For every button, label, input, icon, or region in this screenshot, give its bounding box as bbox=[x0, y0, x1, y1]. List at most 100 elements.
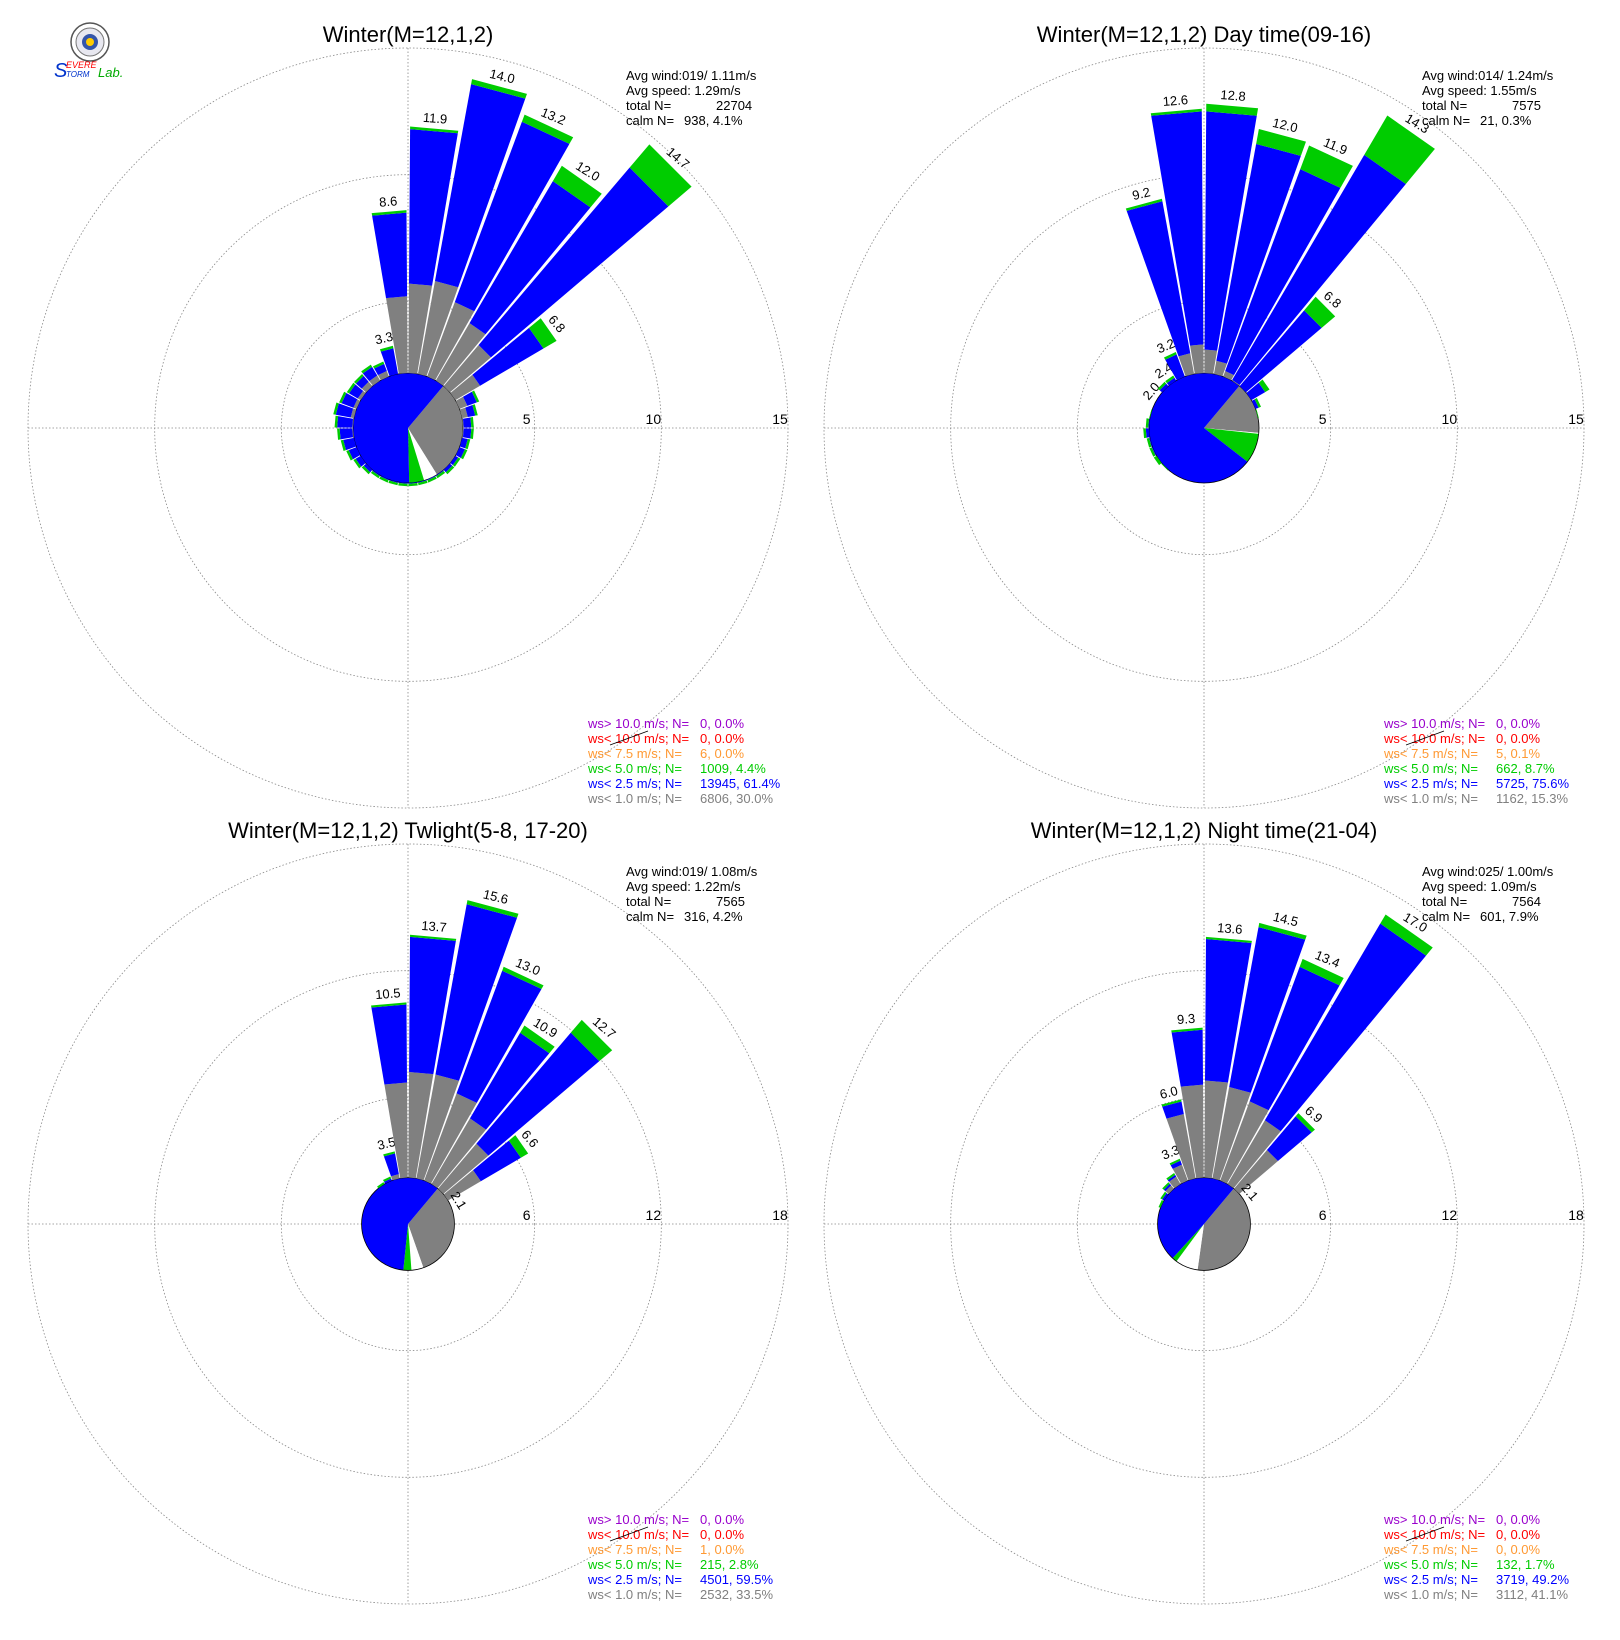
sector-5-label: 13.6 bbox=[1217, 920, 1243, 937]
sector-345-lt1-bar bbox=[1166, 1113, 1196, 1181]
stats-calm-label: calm N= bbox=[626, 909, 674, 924]
stats-total-label: total N= bbox=[1422, 98, 1467, 113]
sector-345-lt5-bar bbox=[379, 345, 394, 352]
sector-335-lt2_5-bar bbox=[1170, 1160, 1182, 1169]
stats-total-value: 7565 bbox=[716, 894, 745, 909]
pie-slice-lt1 bbox=[408, 385, 463, 475]
sector-45-lt5-bar bbox=[1304, 296, 1336, 328]
sector-15-lt1-bar bbox=[416, 1074, 459, 1181]
sector-35-lt1-bar bbox=[1227, 1120, 1281, 1189]
sector-275-lt2_5-bar bbox=[1148, 418, 1150, 428]
sector-315-lt1-bar bbox=[361, 381, 373, 393]
sector-35-lt5-bar bbox=[1380, 914, 1433, 956]
sector-325-lt1-bar bbox=[1169, 1176, 1181, 1189]
grid-ring-1 bbox=[280, 300, 536, 556]
pie-outline bbox=[1148, 372, 1260, 484]
sector-15-label: 14.0 bbox=[488, 66, 516, 86]
legend-label-1: ws> 10.0 m/s; N= bbox=[587, 1512, 689, 1527]
sector-65-lt5-bar bbox=[471, 390, 480, 403]
sector-355-lt5-bar bbox=[1150, 108, 1202, 116]
sector-75-lt2_5-bar bbox=[465, 405, 476, 418]
sector-305-lt5-bar bbox=[1160, 1191, 1167, 1200]
sector-165-lt2_5-bar bbox=[417, 479, 427, 483]
sector-195-lt5-bar bbox=[388, 480, 398, 486]
center-pie bbox=[352, 372, 464, 484]
sector-45-lt2_5-bar bbox=[1239, 310, 1322, 393]
sector-345-label: 6.0 bbox=[1158, 1083, 1179, 1102]
sector-85-lt5-bar bbox=[470, 417, 474, 428]
sector-335-lt2_5-bar bbox=[374, 363, 387, 376]
legend-strike bbox=[1405, 1526, 1445, 1542]
sector-295-lt5-bar bbox=[339, 391, 347, 404]
legend-value-4: 132, 1.7% bbox=[1496, 1557, 1555, 1572]
sector-15-lt2_5-bar bbox=[435, 904, 518, 1081]
pie-slice-calm bbox=[1204, 428, 1259, 434]
sector-225-lt5-bar bbox=[1161, 463, 1169, 471]
ring-label-2: 12 bbox=[1442, 1207, 1458, 1223]
sector-265-lt2_5-bar bbox=[1145, 428, 1150, 438]
pie-slice-lt2_5 bbox=[361, 1177, 438, 1271]
sector-5-lt2_5-bar bbox=[409, 129, 458, 286]
legend-label-1: ws> 10.0 m/s; N= bbox=[1383, 716, 1485, 731]
ring-label-1: 5 bbox=[523, 411, 531, 427]
sector-325-lt5-bar bbox=[377, 1182, 385, 1189]
sector-45-lt5-bar bbox=[570, 1019, 613, 1062]
sector-35-lt5-bar bbox=[520, 1025, 555, 1054]
windrose-panel-4: 6 12 18 Winter(M=12,1,2) Night time(21-04) A… bbox=[823, 818, 1585, 1605]
sector-355-lt5-bar bbox=[371, 1002, 407, 1008]
sector-345-lt5-bar bbox=[1125, 198, 1163, 211]
sector-15-lt2_5-bar bbox=[1216, 143, 1301, 364]
sector-125-lt5-bar bbox=[452, 457, 461, 467]
sector-345-label: 3.3 bbox=[373, 329, 394, 348]
sector-5-label: 12.8 bbox=[1220, 87, 1246, 104]
sector-45-lt1-bar bbox=[443, 345, 491, 393]
sector-155-lt2_5-bar bbox=[427, 475, 436, 481]
sector-15-lt5-bar bbox=[466, 900, 519, 918]
legend-value-3: 0, 0.0% bbox=[1496, 1542, 1541, 1557]
stats-total-label: total N= bbox=[626, 894, 671, 909]
sector-265-lt2_5-bar bbox=[339, 428, 354, 440]
sector-355-lt2_5-bar bbox=[371, 1004, 408, 1085]
sector-15-lt5-bar bbox=[471, 79, 527, 99]
grid-ring-1 bbox=[280, 1096, 536, 1352]
sector-255-lt2_5-bar bbox=[343, 437, 357, 451]
legend-strike bbox=[1405, 730, 1445, 746]
sector-25-lt1-bar bbox=[427, 302, 475, 381]
sector-355-lt2_5-bar bbox=[372, 212, 408, 299]
stats-calm-value: 316, 4.2% bbox=[684, 909, 743, 924]
ring-label-1: 5 bbox=[1319, 411, 1327, 427]
sector-335-lt5-bar bbox=[382, 1176, 392, 1182]
pie-slice-lt2_5 bbox=[353, 372, 444, 483]
logo-letter-s: S bbox=[54, 60, 68, 82]
legend-label-6: ws< 1.0 m/s; N= bbox=[587, 1587, 682, 1602]
sector-85-lt1-bar bbox=[462, 418, 464, 428]
sector-285-lt5-bar bbox=[333, 402, 339, 415]
sector-355-label: 8.6 bbox=[379, 193, 398, 209]
ring-label-1: 6 bbox=[1319, 1207, 1327, 1223]
sector-325-lt5-bar bbox=[361, 364, 373, 374]
legend-label-1: ws> 10.0 m/s; N= bbox=[1383, 1512, 1485, 1527]
sector-155-lt5-bar bbox=[427, 476, 437, 483]
sector-65-lt5-bar bbox=[1254, 397, 1261, 408]
sector-15-lt1-bar bbox=[1213, 360, 1227, 377]
grid-ring-1 bbox=[1076, 1096, 1332, 1352]
sector-55-lt1-bar bbox=[450, 374, 481, 401]
sector-75-lt5-bar bbox=[472, 404, 478, 416]
sector-275-lt1-bar bbox=[352, 418, 354, 428]
sector-25-lt2_5-bar bbox=[1249, 966, 1340, 1111]
stats-avg-speed: Avg speed: 1.22m/s bbox=[626, 879, 741, 894]
sector-135-lt2_5-bar bbox=[443, 463, 453, 473]
sector-325-lt5-bar bbox=[1165, 375, 1175, 384]
sector-185-lt2_5-bar bbox=[398, 482, 408, 484]
legend-value-2: 0, 0.0% bbox=[700, 1527, 745, 1542]
sector-355-label: 10.5 bbox=[375, 985, 401, 1002]
stats-avg-speed: Avg speed: 1.55m/s bbox=[1422, 83, 1537, 98]
sector-195-lt2_5-bar bbox=[389, 479, 399, 483]
sector-45-lt2_5-bar bbox=[478, 167, 669, 358]
sector-5-lt2_5-bar bbox=[1204, 111, 1257, 351]
stats-total-value: 7564 bbox=[1512, 894, 1541, 909]
ring-label-3: 18 bbox=[772, 1207, 788, 1223]
pie-slice-lt2_5 bbox=[1157, 1177, 1234, 1259]
ring-label-2: 12 bbox=[646, 1207, 662, 1223]
